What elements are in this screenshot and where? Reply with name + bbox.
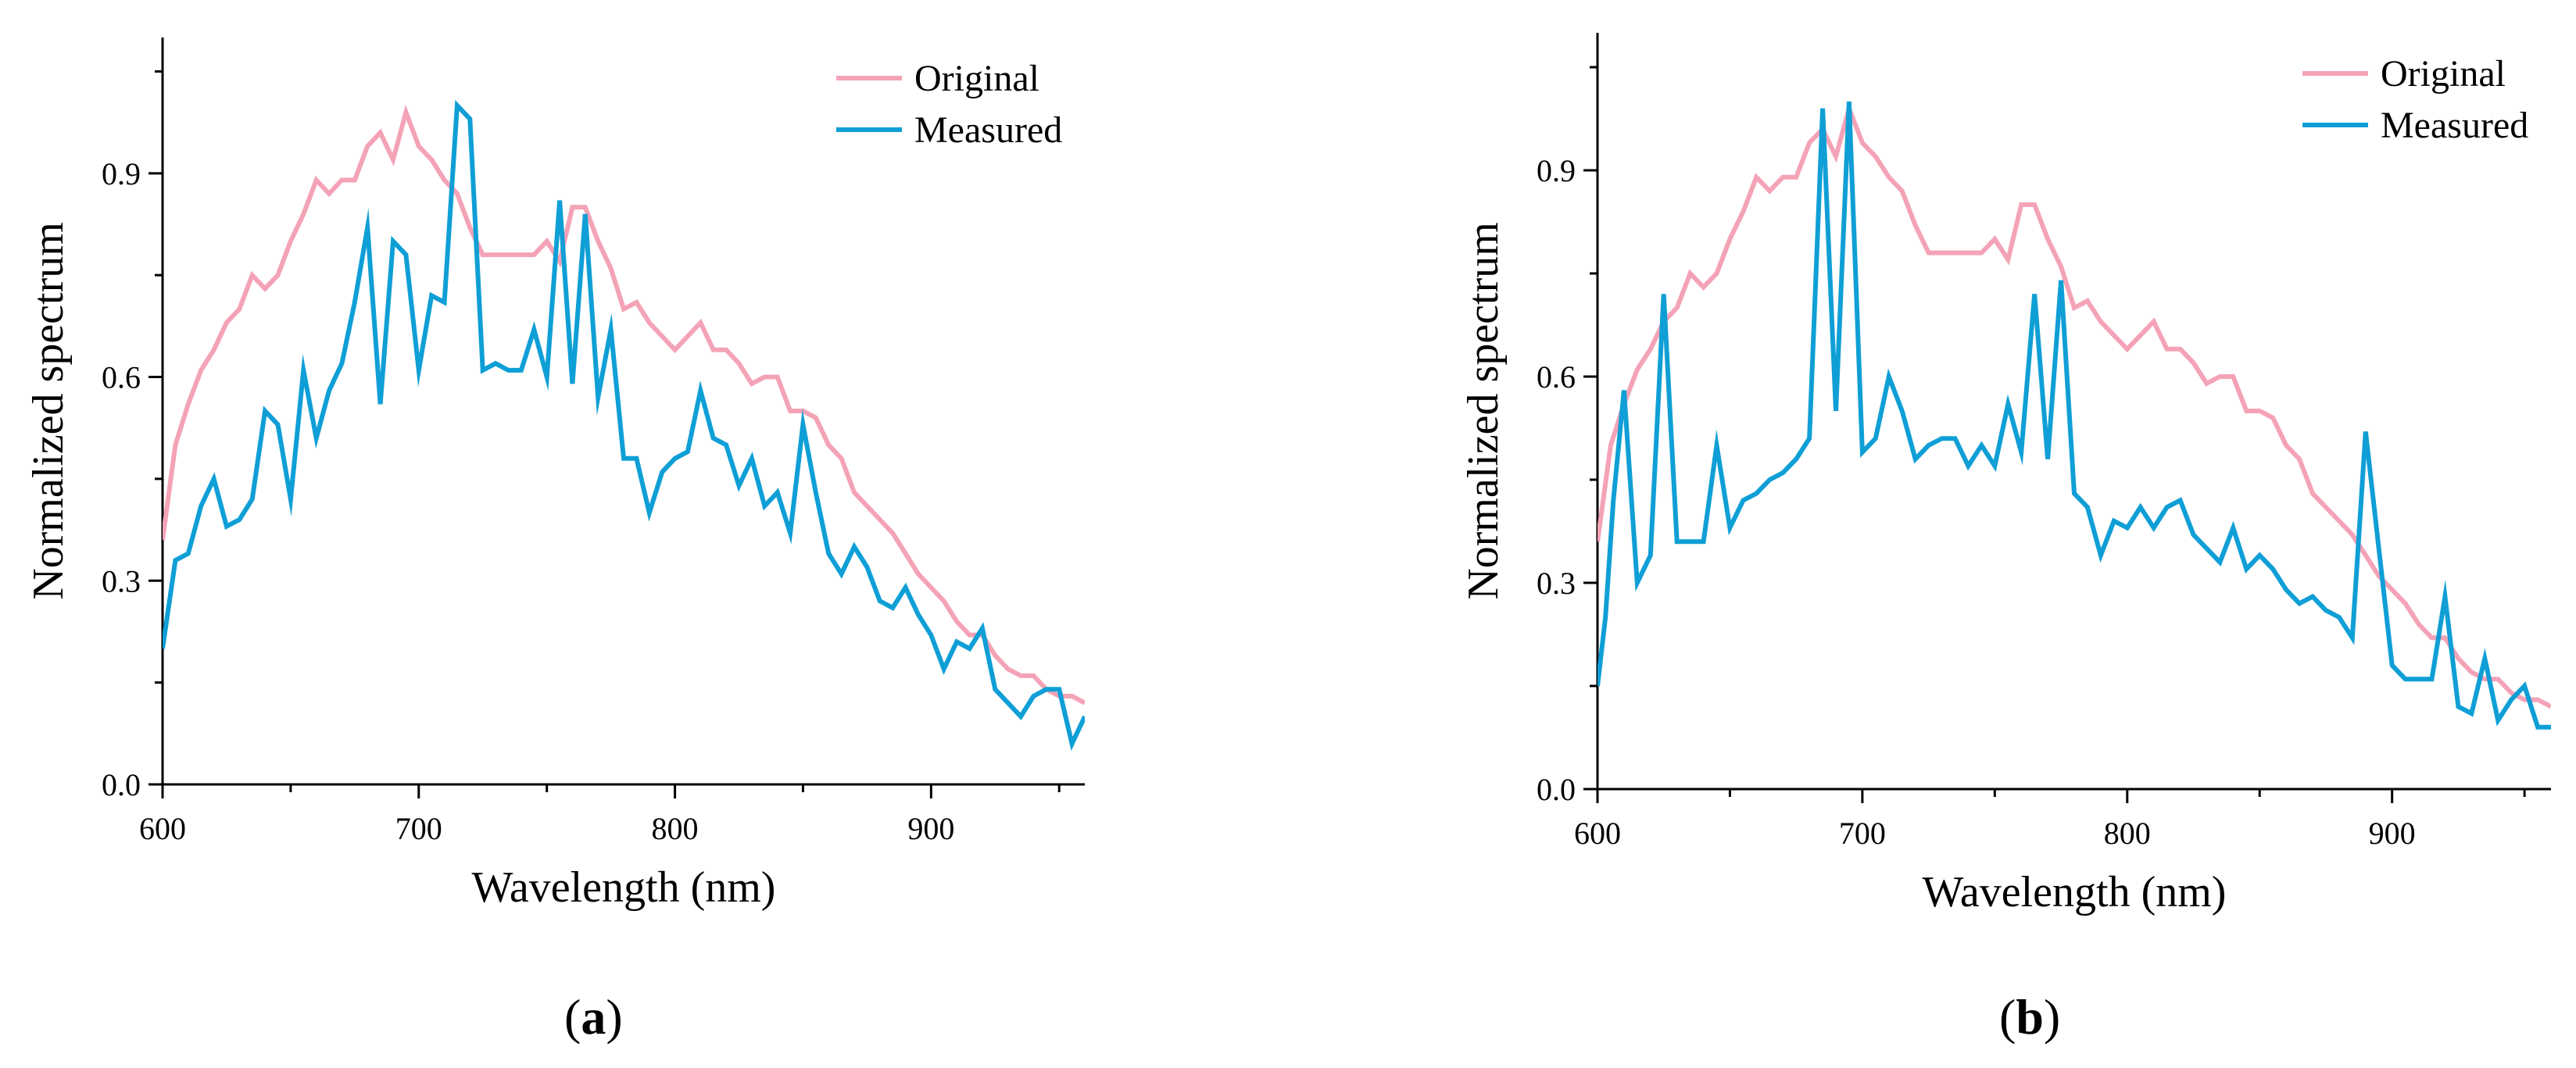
x-tick-label: 700 bbox=[1839, 816, 1886, 851]
x-tick-label: 800 bbox=[652, 811, 699, 846]
series-group bbox=[1597, 101, 2551, 730]
chart-b: 600 700 800 900 0.0 0.3 0.6 0.9 Wavelength (nm) N… bbox=[1459, 33, 2551, 916]
series-line-measured bbox=[163, 99, 1085, 751]
panel-b: 600 700 800 900 0.0 0.3 0.6 0.9 Wavelength (nm) N… bbox=[1438, 0, 2576, 1068]
x-tick-label: 900 bbox=[2369, 816, 2416, 851]
legend-label-original: Original bbox=[2381, 53, 2506, 95]
x-tick-label: 700 bbox=[395, 811, 442, 846]
caption-b: (b) bbox=[1999, 989, 2061, 1045]
y-tick-label: 0.0 bbox=[102, 767, 141, 802]
legend-label-original: Original bbox=[914, 58, 1039, 99]
series-line-original bbox=[163, 104, 1085, 705]
y-axis-label: Normalized spectrum bbox=[1459, 222, 1508, 600]
x-axis-label: Wavelength (nm) bbox=[472, 863, 776, 912]
x-tick-label: 600 bbox=[139, 811, 186, 846]
caption-b-letter: b bbox=[2016, 989, 2044, 1045]
legend-label-measured: Measured bbox=[2381, 105, 2528, 146]
legend-label-measured: Measured bbox=[914, 109, 1062, 151]
y-tick-label: 0.9 bbox=[1537, 153, 1576, 188]
y-tick-label: 0.0 bbox=[1537, 772, 1576, 807]
x-tick-label: 800 bbox=[2104, 816, 2151, 851]
x-tick-label: 600 bbox=[1574, 816, 1621, 851]
y-tick-label: 0.9 bbox=[102, 156, 141, 191]
y-tick-label: 0.3 bbox=[1537, 566, 1576, 601]
y-tick-label: 0.6 bbox=[1537, 359, 1576, 395]
caption-a-letter: a bbox=[581, 989, 606, 1045]
x-tick-label: 900 bbox=[907, 811, 954, 846]
panel-a: 600 700 800 900 0.0 0.3 0.6 0.9 Wavelength (nm) N… bbox=[24, 38, 1085, 1045]
series-line-measured bbox=[1597, 101, 2551, 730]
chart-a: 600 700 800 900 0.0 0.3 0.6 0.9 Wavelength (nm) N… bbox=[24, 38, 1085, 912]
y-tick-label: 0.6 bbox=[102, 360, 141, 395]
series-group bbox=[163, 99, 1085, 751]
y-axis-label: Normalized spectrum bbox=[24, 222, 73, 600]
series-line-original bbox=[1597, 101, 2551, 709]
x-axis-label: Wavelength (nm) bbox=[1923, 868, 2227, 916]
y-tick-label: 0.3 bbox=[102, 563, 141, 598]
caption-a: (a) bbox=[564, 989, 623, 1045]
